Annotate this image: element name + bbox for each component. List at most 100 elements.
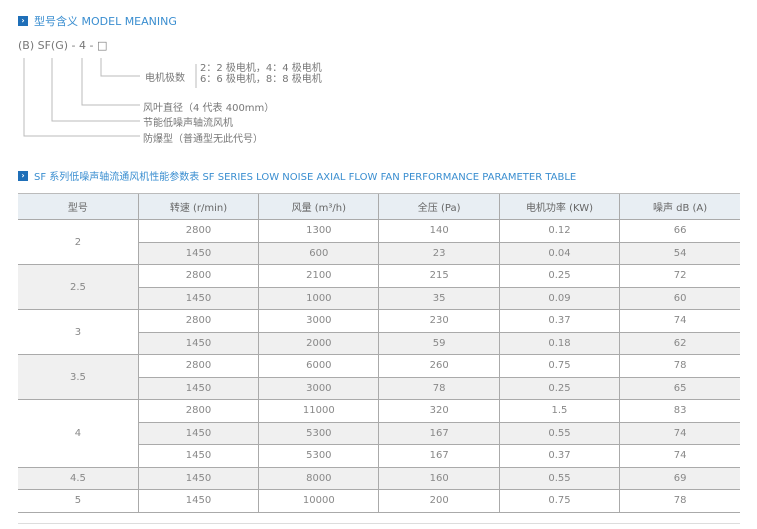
table-cell: 3000 [258, 309, 379, 333]
type-label: 节能低噪声轴流风机 [143, 118, 233, 129]
model-code: (B) SF(G) - 4 - □ [18, 39, 108, 52]
table-cell: 0.25 [498, 264, 620, 288]
divider [18, 523, 740, 524]
table-cell: 10000 [258, 489, 379, 513]
table-row: 3 2800 3000 230 0.37 74 [18, 309, 740, 355]
table-cell: 72 [619, 264, 740, 288]
table-cell: 69 [619, 467, 740, 490]
table-cell: 2800 [137, 354, 259, 378]
table-cell: 8000 [258, 467, 379, 490]
table-row: 4.5 1450 8000 160 0.55 69 [18, 467, 740, 490]
table-cell: 62 [619, 332, 740, 355]
model-cell: 2.5 [18, 264, 139, 310]
table-cell: 5300 [258, 422, 379, 445]
table-cell: 0.25 [498, 377, 620, 400]
model-meaning-title: 型号含义 MODEL MEANING [34, 15, 177, 28]
table-cell: 2000 [258, 332, 379, 355]
diameter-label: 风叶直径（4 代表 400mm） [143, 103, 275, 114]
table-cell: 3000 [258, 377, 379, 400]
table-cell: 0.18 [498, 332, 620, 355]
poles-option: 2：2 极电机，4：4 极电机 [200, 63, 322, 74]
model-cell: 3 [18, 309, 139, 355]
chevron-right-icon: › [18, 16, 28, 26]
poles-options: 2：2 极电机，4：4 极电机 6：6 极电机，8：8 极电机 [200, 63, 322, 85]
table-cell: 59 [378, 332, 500, 355]
column-header: 转速 (r/min) [137, 193, 259, 220]
table-cell: 74 [619, 444, 740, 468]
table-cell: 1450 [137, 489, 259, 513]
table-cell: 200 [378, 489, 500, 513]
table-cell: 1300 [258, 219, 379, 243]
table-cell: 2100 [258, 264, 379, 288]
table-cell: 2800 [137, 264, 259, 288]
table-row: 1450 3000 78 0.25 65 [18, 377, 740, 400]
table-cell: 0.55 [498, 422, 620, 445]
table-cell: 74 [619, 309, 740, 333]
chevron-right-icon: › [18, 170, 28, 181]
explosion-label: 防爆型（普通型无此代号） [143, 134, 263, 145]
table-row: 4 2800 11000 320 1.5 83 [18, 399, 740, 468]
table-row: 2 2800 1300 140 0.12 66 [18, 219, 740, 265]
model-diagram-lines [23, 58, 197, 137]
model-cell: 3.5 [18, 354, 139, 400]
table-cell: 1450 [137, 444, 259, 468]
table-cell: 74 [619, 422, 740, 445]
table-row: 3.5 2800 6000 260 0.75 78 [18, 354, 740, 400]
model-cell: 4 [18, 399, 139, 468]
table-cell: 0.12 [498, 219, 620, 243]
poles-label: 电机极数 [145, 73, 185, 84]
table-row: 1450 5300 167 0.37 74 [18, 444, 740, 468]
table-cell: 1450 [137, 332, 259, 355]
table-cell: 1000 [258, 287, 379, 310]
table-cell: 260 [378, 354, 500, 378]
column-header: 型号 [18, 193, 139, 220]
table-cell: 0.37 [498, 309, 620, 333]
table-cell: 167 [378, 444, 500, 468]
table-cell: 5300 [258, 444, 379, 468]
table-cell: 0.04 [498, 242, 620, 265]
table-cell: 140 [378, 219, 500, 243]
table-cell: 1450 [137, 377, 259, 400]
table-cell: 2800 [137, 399, 259, 423]
model-cell: 2 [18, 219, 139, 265]
table-cell: 0.37 [498, 444, 620, 468]
model-meaning-heading: › 型号含义 MODEL MEANING [18, 13, 177, 29]
table-row: 5 1450 10000 200 0.75 78 [18, 489, 740, 513]
table-cell: 78 [378, 377, 500, 400]
table-cell: 1450 [137, 422, 259, 445]
table-cell: 11000 [258, 399, 379, 423]
table-cell: 1.5 [498, 399, 620, 423]
table-cell: 78 [619, 489, 740, 513]
table-cell: 54 [619, 242, 740, 265]
table-row: 2.5 2800 2100 215 0.25 72 [18, 264, 740, 310]
table-cell: 2800 [137, 219, 259, 243]
table-cell: 83 [619, 399, 740, 423]
table-row: 1450 1000 35 0.09 60 [18, 287, 740, 310]
table-cell: 600 [258, 242, 379, 265]
column-header: 噪声 dB (A) [619, 193, 740, 220]
table-cell: 0.75 [498, 489, 620, 513]
table-cell: 65 [619, 377, 740, 400]
table-cell: 6000 [258, 354, 379, 378]
table-cell: 0.09 [498, 287, 620, 310]
table-cell: 1450 [137, 287, 259, 310]
table-title: SF 系列低噪声轴流通风机性能参数表 SF SERIES LOW NOISE A… [34, 172, 577, 183]
table-cell: 23 [378, 242, 500, 265]
table-cell: 35 [378, 287, 500, 310]
model-cell: 4.5 [18, 467, 139, 490]
table-cell: 320 [378, 399, 500, 423]
table-row: 1450 2000 59 0.18 62 [18, 332, 740, 355]
table-cell: 0.55 [498, 467, 620, 490]
table-row: 1450 600 23 0.04 54 [18, 242, 740, 265]
table-cell: 167 [378, 422, 500, 445]
poles-option: 6：6 极电机，8：8 极电机 [200, 74, 322, 85]
table-cell: 66 [619, 219, 740, 243]
table-cell: 230 [378, 309, 500, 333]
model-cell: 5 [18, 489, 139, 513]
column-header: 电机功率 (KW) [498, 193, 620, 220]
column-header: 全压 (Pa) [378, 193, 500, 220]
table-cell: 78 [619, 354, 740, 378]
table-cell: 2800 [137, 309, 259, 333]
table-heading: › SF 系列低噪声轴流通风机性能参数表 SF SERIES LOW NOISE… [18, 168, 576, 183]
